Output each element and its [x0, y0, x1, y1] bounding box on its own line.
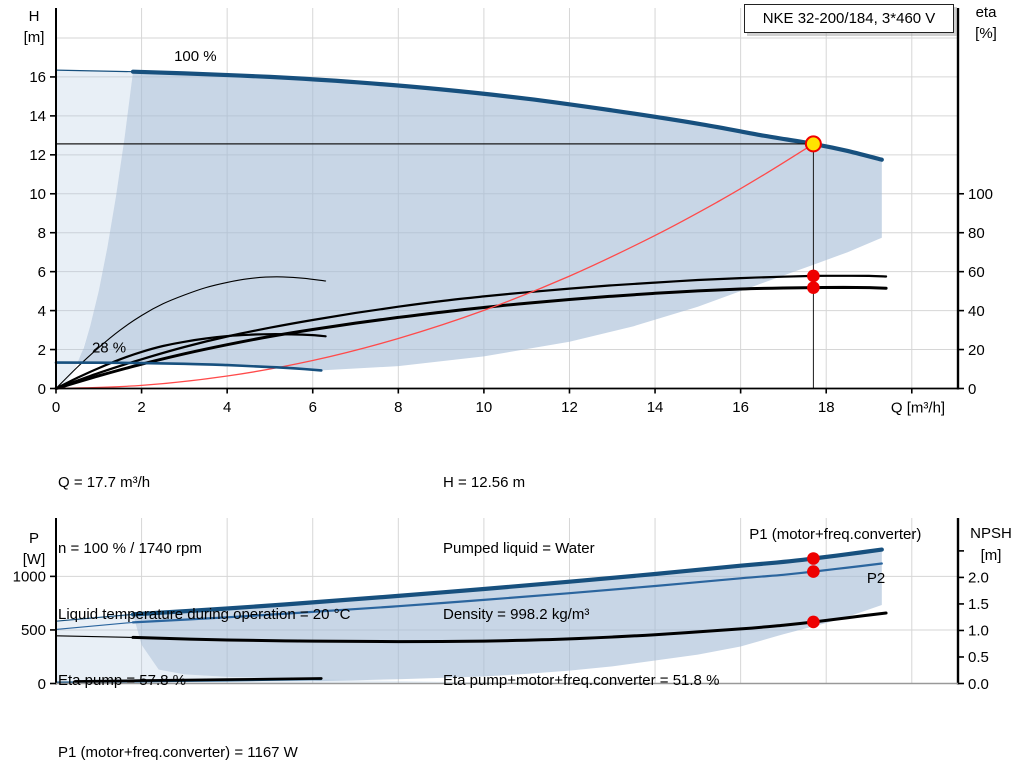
- power-data-block: P1 (motor+freq.converter) = 1167 W P2 = …: [58, 700, 298, 781]
- system-curve: [55, 143, 815, 390]
- x-axis-label: Q [m³/h]: [891, 399, 945, 416]
- right-axis-label: eta: [976, 4, 998, 21]
- x-tick-label: 16: [732, 399, 749, 416]
- left-axis-label: H: [29, 8, 40, 25]
- info-line-density: Density = 998.2 kg/m³: [443, 606, 590, 623]
- left-axis-label: [m]: [24, 29, 45, 46]
- left-tick-label: 8: [38, 225, 46, 242]
- operating-data-left: Q = 17.7 m³/h n = 100 % / 1740 rpm Liqui…: [58, 428, 350, 736]
- left-axis-label: P: [29, 530, 39, 547]
- low-flow-region: [56, 614, 570, 684]
- eta-total-point: [807, 281, 820, 294]
- npsh-point: [807, 615, 820, 629]
- left-tick-label: 16: [29, 69, 46, 86]
- right-tick-label: 2.0: [968, 570, 989, 587]
- operating-envelope: [77, 71, 882, 371]
- p2-curve-label: P2: [867, 570, 885, 587]
- right-tick-label: 1.0: [968, 623, 989, 640]
- qh-eta-chart: 0 2 4 6 8 10 12 14 16 0 20 40 60 80 100 0 2 4 6 8 10 12 14 16 18…: [24, 4, 998, 416]
- left-tick-label: 10: [29, 186, 46, 203]
- left-axis-label: [W]: [23, 551, 46, 568]
- p2-point: [807, 565, 820, 578]
- x-tick-label: 10: [476, 399, 493, 416]
- left-tick-label: 14: [29, 108, 46, 125]
- eta-pump-motor-100-curve: [54, 285, 888, 390]
- info-line-eta-pump: Eta pump = 57.8 %: [58, 672, 186, 689]
- duty-point-marker[interactable]: [804, 135, 822, 153]
- info-line-temperature: Liquid temperature during operation = 20…: [58, 606, 351, 623]
- pump-curve-28: [54, 361, 323, 372]
- low-flow-region: [56, 70, 133, 389]
- right-tick-label: 20: [968, 342, 985, 359]
- x-tick-label: 4: [223, 399, 231, 416]
- right-tick-label: 60: [968, 264, 985, 281]
- eta-pump-100-curve: [54, 274, 888, 390]
- right-tick-label: 0.0: [968, 676, 989, 693]
- info-line-q: Q = 17.7 m³/h: [58, 474, 151, 491]
- right-axis-label: NPSH: [970, 525, 1012, 542]
- left-tick-label: 12: [29, 147, 46, 164]
- p1-point: [807, 552, 820, 565]
- p2-curve-low-flow: [55, 621, 134, 630]
- info-line-speed: n = 100 % / 1740 rpm: [58, 540, 202, 557]
- power-npsh-chart: 0 500 1000 0.0 0.5 1.0 1.5 2.0 P [W] NPSH [m] P1 (mo…: [13, 518, 1012, 693]
- p1-curve-label: P1 (motor+freq.converter): [749, 526, 921, 543]
- envelope-top-edge: [55, 69, 134, 73]
- right-tick-label: 1.5: [968, 596, 989, 613]
- left-tick-label: 0: [38, 381, 46, 398]
- x-tick-label: 0: [52, 399, 60, 416]
- right-tick-label: 0.5: [968, 649, 989, 666]
- left-tick-label: 1000: [13, 569, 46, 586]
- x-tick-label: 6: [309, 399, 317, 416]
- info-line-liquid: Pumped liquid = Water: [443, 540, 595, 557]
- right-tick-label: 80: [968, 225, 985, 242]
- x-tick-label: 18: [818, 399, 835, 416]
- right-tick-label: 40: [968, 303, 985, 320]
- left-tick-label: 500: [21, 622, 46, 639]
- x-tick-label: 2: [137, 399, 145, 416]
- speed-label-28: 28 %: [92, 339, 126, 356]
- x-tick-label: 12: [561, 399, 578, 416]
- npsh-28-curve: [74, 677, 323, 683]
- pump-title-box: NKE 32-200/184, 3*460 V: [744, 4, 954, 33]
- operating-data-right: H = 12.56 m Pumped liquid = Water Densit…: [443, 428, 719, 736]
- left-tick-label: 0: [38, 676, 46, 693]
- right-tick-label: 100: [968, 186, 993, 203]
- info-line-eta-total: Eta pump+motor+freq.converter = 51.8 %: [443, 672, 720, 689]
- pump-title: NKE 32-200/184, 3*460 V: [762, 10, 936, 27]
- right-axis-label: [%]: [975, 25, 997, 42]
- info-line-p1: P1 (motor+freq.converter) = 1167 W: [58, 744, 298, 761]
- left-tick-label: 2: [38, 342, 46, 359]
- right-axis-label: [m]: [981, 547, 1002, 564]
- p1-curve-low-flow: [55, 613, 134, 622]
- left-tick-label: 6: [38, 264, 46, 281]
- npsh-curve-low-flow: [55, 635, 134, 638]
- left-tick-label: 4: [38, 303, 46, 320]
- x-tick-label: 8: [394, 399, 402, 416]
- eta-pump-28-curve: [55, 276, 327, 390]
- x-tick-label: 14: [647, 399, 664, 416]
- speed-label-100: 100 %: [174, 48, 217, 65]
- right-tick-label: 0: [968, 381, 976, 398]
- info-line-head: H = 12.56 m: [443, 474, 526, 491]
- eta-pump-point: [807, 269, 820, 283]
